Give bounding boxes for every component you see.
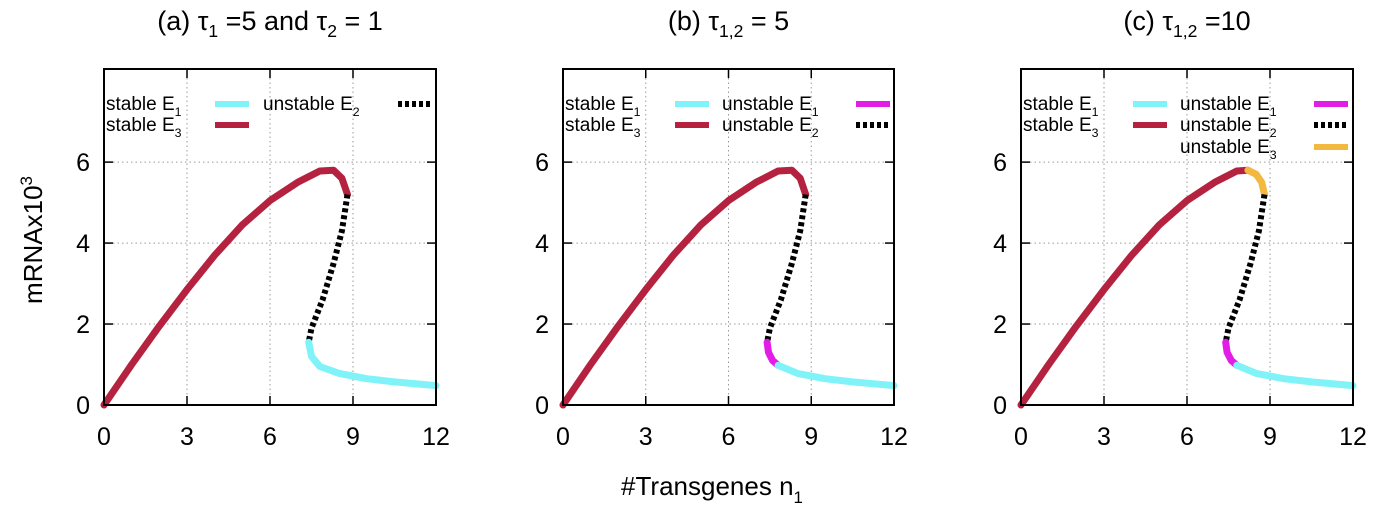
y-tick-label: 0 [993, 392, 1007, 420]
legend-label: unstable E3 [1180, 137, 1277, 162]
x-tick-label: 9 [804, 423, 818, 451]
legend-label: unstable E1 [1180, 94, 1277, 119]
legend-label: stable E3 [106, 115, 182, 140]
series-unstable-E2 [305, 194, 351, 343]
legend-label: unstable E2 [722, 115, 819, 140]
legend-label: unstable E1 [722, 94, 819, 119]
series-unstable-E3 [1244, 166, 1268, 198]
chart-title: (c) τ1,2 =10 [1123, 6, 1250, 41]
series-unstable-E2 [1222, 194, 1268, 343]
y-axis-label: mRNAx103 [17, 176, 48, 304]
series-unstable-E1 [1222, 338, 1241, 369]
legend-label: unstable E2 [1180, 115, 1277, 140]
series-stable-E1 [305, 338, 440, 390]
x-tick-label: 0 [97, 423, 111, 451]
series-stable-E1 [1233, 361, 1357, 390]
x-tick-label: 3 [180, 423, 194, 451]
series-unstable-E1 [763, 338, 782, 369]
legend-label: stable E3 [565, 115, 641, 140]
x-tick-label: 12 [422, 423, 450, 451]
x-tick-label: 12 [880, 423, 908, 451]
x-tick-label: 6 [722, 423, 736, 451]
y-tick-label: 4 [993, 230, 1007, 258]
chart-title: (a) τ1 =5 and τ2 = 1 [157, 6, 383, 41]
series-stable-E3 [1017, 166, 1252, 409]
y-tick-label: 0 [535, 392, 549, 420]
series-stable-E1 [774, 361, 898, 390]
y-tick-label: 2 [993, 311, 1007, 339]
x-axis-label: #Transgenes n1 [621, 471, 803, 507]
y-tick-label: 6 [76, 149, 90, 177]
x-tick-label: 0 [1014, 423, 1028, 451]
x-tick-label: 3 [639, 423, 653, 451]
chart-panel-1: 0 3 6 9 12 0 2 4 6 (a) τ1 =5 and τ2 = 1 stable E1s… [76, 6, 450, 451]
y-tick-label: 0 [76, 392, 90, 420]
y-tick-label: 6 [535, 149, 549, 177]
x-tick-label: 3 [1097, 423, 1111, 451]
legend-label: unstable E2 [263, 94, 360, 119]
x-tick-label: 6 [263, 423, 277, 451]
legend-label: stable E1 [565, 94, 641, 119]
series-stable-E3 [559, 166, 810, 409]
y-tick-label: 6 [993, 149, 1007, 177]
legend-label: stable E1 [1023, 94, 1099, 119]
chart-title: (b) τ1,2 = 5 [668, 6, 789, 41]
y-tick-label: 4 [76, 230, 90, 258]
legend-label: stable E3 [1023, 115, 1099, 140]
x-tick-label: 6 [1180, 423, 1194, 451]
series-stable-E3 [100, 166, 351, 409]
x-tick-label: 0 [556, 423, 570, 451]
x-tick-label: 9 [346, 423, 360, 451]
legend-label: stable E1 [106, 94, 182, 119]
x-tick-label: 9 [1263, 423, 1277, 451]
y-tick-label: 4 [535, 230, 549, 258]
series-unstable-E2 [764, 194, 809, 343]
y-tick-label: 2 [76, 311, 90, 339]
y-tick-label: 2 [535, 311, 549, 339]
x-tick-label: 12 [1339, 423, 1367, 451]
